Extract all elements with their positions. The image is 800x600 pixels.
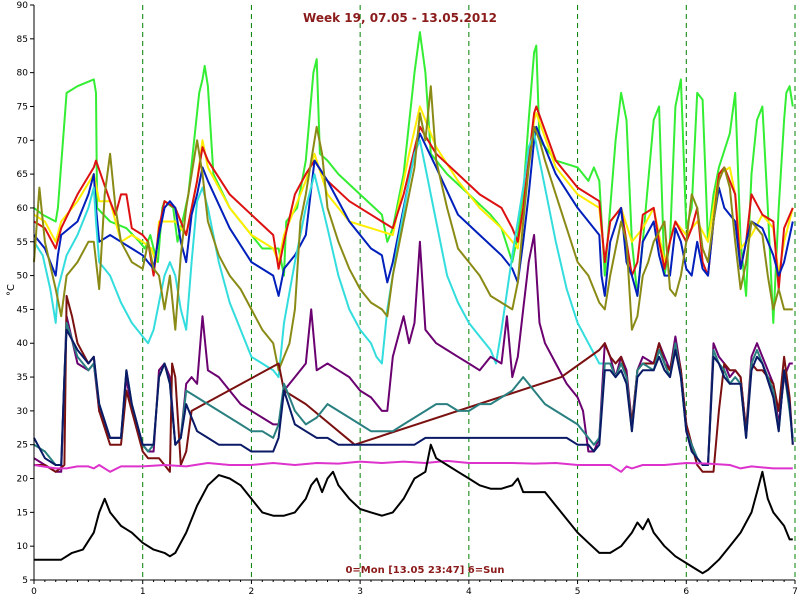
x-tick-label: 7 — [792, 587, 798, 597]
y-tick-label: 40 — [17, 339, 29, 349]
y-tick-label: 60 — [17, 204, 29, 214]
y-tick-label: 85 — [17, 35, 28, 45]
series-line-11 — [33, 459, 793, 473]
y-tick-label: 5 — [22, 576, 28, 586]
series-line-6 — [33, 85, 793, 372]
x-tick-label: 4 — [466, 587, 472, 597]
y-tick-label: 30 — [17, 407, 29, 417]
y-tick-label: 35 — [17, 373, 28, 383]
x-tick-label: 6 — [683, 587, 689, 597]
x-tick-label: 1 — [140, 587, 146, 597]
grid-lines — [142, 5, 796, 580]
series-line-8 — [34, 294, 794, 473]
y-tick-label: 20 — [17, 475, 29, 485]
x-axis-label: 0=Mon [13.05 23:47] 6=Sun — [345, 565, 504, 576]
y-axis-label: °C — [6, 284, 17, 296]
series-line-4 — [33, 125, 794, 297]
y-tick-label: 65 — [17, 170, 28, 180]
x-tick-label: 2 — [249, 587, 255, 597]
y-tick-label: 55 — [17, 238, 28, 248]
y-tick-label: 90 — [17, 1, 29, 11]
x-tick-label: 5 — [575, 587, 581, 597]
axes: 0 1 2 3 4 5 6 751015202530354045505560657075808… — [17, 1, 798, 597]
y-tick-label: 15 — [17, 508, 28, 518]
y-tick-label: 50 — [17, 272, 29, 282]
y-tick-label: 75 — [17, 102, 28, 112]
series-group — [33, 31, 794, 575]
series-line-10 — [33, 328, 794, 466]
y-tick-label: 70 — [17, 136, 29, 146]
y-tick-label: 25 — [17, 441, 28, 451]
y-tick-label: 80 — [17, 69, 29, 79]
series-line-5 — [33, 132, 605, 379]
chart-title: Week 19, 07.05 - 13.05.2012 — [303, 11, 497, 25]
y-tick-label: 10 — [17, 542, 29, 552]
series-line-12 — [34, 443, 793, 575]
y-tick-label: 45 — [17, 305, 28, 315]
x-tick-label: 0 — [31, 587, 37, 597]
x-tick-label: 3 — [357, 587, 363, 597]
